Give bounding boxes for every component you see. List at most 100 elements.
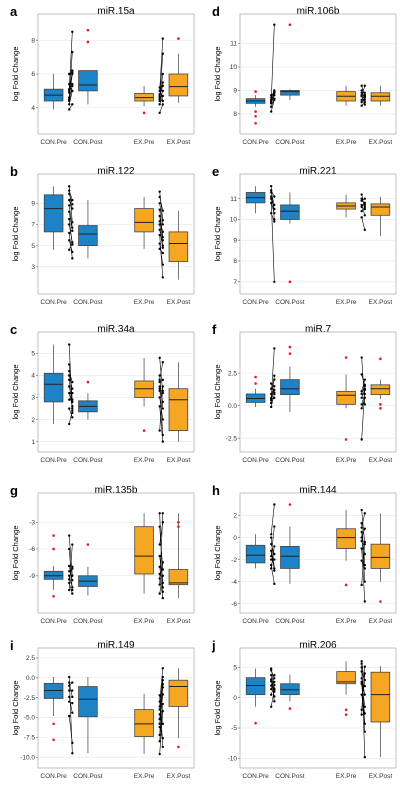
paired-point [273,97,276,100]
x-tick-label: CON.Pre [40,773,67,780]
paired-point [158,583,161,586]
paired-point [360,392,363,396]
paired-point [363,388,366,392]
x-tick-label: CON.Pre [40,618,67,625]
x-tick-label: CON.Post [73,457,102,464]
paired-line [159,513,164,592]
x-tick-label: EX.Pre [134,139,155,146]
paired-line [68,232,73,259]
y-tick-label: -5 [231,725,237,732]
paired-point [71,89,74,93]
y-tick-label: 5 [31,243,35,250]
paired-point [71,416,74,419]
paired-point [68,407,71,410]
outlier-point [254,122,257,125]
y-tick-label: 6 [31,71,35,78]
paired-point [360,403,363,406]
y-tick-label: 8 [31,37,35,44]
paired-point [360,193,363,196]
y-axis-label: log Fold Change [11,364,20,419]
paired-point [360,708,363,712]
paired-point [71,380,74,384]
paired-point [161,276,164,279]
paired-point [71,243,74,246]
paired-point [68,72,71,76]
paired-point [363,214,366,217]
x-tick-label: EX.Pre [336,139,357,146]
panel-c: c miR.34a log Fold Change 1 2 3 4 5 CON.Pre CON.P… [10,322,195,464]
paired-point [68,99,71,103]
paired-point [161,378,164,382]
x-tick-label: CON.Post [73,299,102,306]
y-axis-label: log Fold Change [213,364,222,419]
paired-point [273,391,276,394]
plot-frame [239,173,397,295]
x-tick-label: CON.Pre [242,457,269,464]
paired-point [161,81,164,84]
paired-line [159,357,164,394]
outlier-point [142,111,146,115]
paired-point [273,677,276,680]
y-tick-label: 2 [233,513,237,520]
paired-line [270,98,275,107]
paired-line [270,675,275,702]
box-EX.Post [168,569,189,586]
paired-point [273,347,276,350]
paired-point [158,93,161,96]
paired-line [361,667,366,758]
paired-point [273,700,276,703]
y-tick-label: 0 [233,535,237,542]
paired-point [158,694,161,697]
paired-point [158,700,161,703]
paired-line [159,362,164,380]
paired-point [68,534,71,537]
y-axis-label: log Fold Change [11,206,20,261]
paired-line [270,504,275,535]
paired-point [360,547,363,550]
outlier-point [52,534,55,537]
outlier-point [177,37,180,40]
outlier-point [288,503,292,506]
panel-e: e miR.221 log Fold Change 7 8 9 10 11 CON.Pre CON… [212,164,397,306]
y-tick-label: -10.0 [20,754,35,761]
panel-title-b: miR.122 [97,166,135,177]
box-CON.Post [280,90,300,96]
y-tick-label: 5 [233,665,237,672]
paired-line [270,565,275,584]
paired-point [363,563,366,567]
paired-point [270,563,273,567]
paired-point [363,580,366,583]
paired-line [159,209,164,238]
paired-line [159,235,164,278]
y-tick-label: -6 [29,546,35,553]
outlier-point [52,738,55,742]
x-tick-label: CON.Post [275,299,304,306]
y-tick-label: 9 [233,237,237,244]
box-CON.Pre [43,194,64,233]
paired-point [161,361,164,364]
y-tick-label: -2.5 [226,435,238,442]
paired-point [270,687,273,691]
paired-point [158,202,161,205]
x-tick-label: EX.Pre [336,773,357,780]
paired-point [158,572,161,576]
x-tick-label: CON.Pre [242,618,269,625]
panel-b: b miR.122 log Fold Change 3 5 7 9 CON.Pre CON.Po… [10,164,195,306]
paired-point [68,675,71,679]
paired-line [68,344,73,413]
paired-point [161,103,164,106]
outlier-point [288,345,292,349]
paired-point [158,190,161,193]
box-CON.Post [78,70,98,92]
paired-point [71,221,74,224]
box-EX.Post [168,231,189,262]
paired-point [273,674,276,677]
paired-point [158,405,161,408]
paired-point [68,198,71,202]
paired-point [158,96,161,99]
outlier-point [52,722,55,726]
y-tick-label: 5 [31,351,35,358]
y-tick-label: -2.5 [24,695,36,702]
paired-point [71,30,74,34]
paired-point [71,71,74,74]
